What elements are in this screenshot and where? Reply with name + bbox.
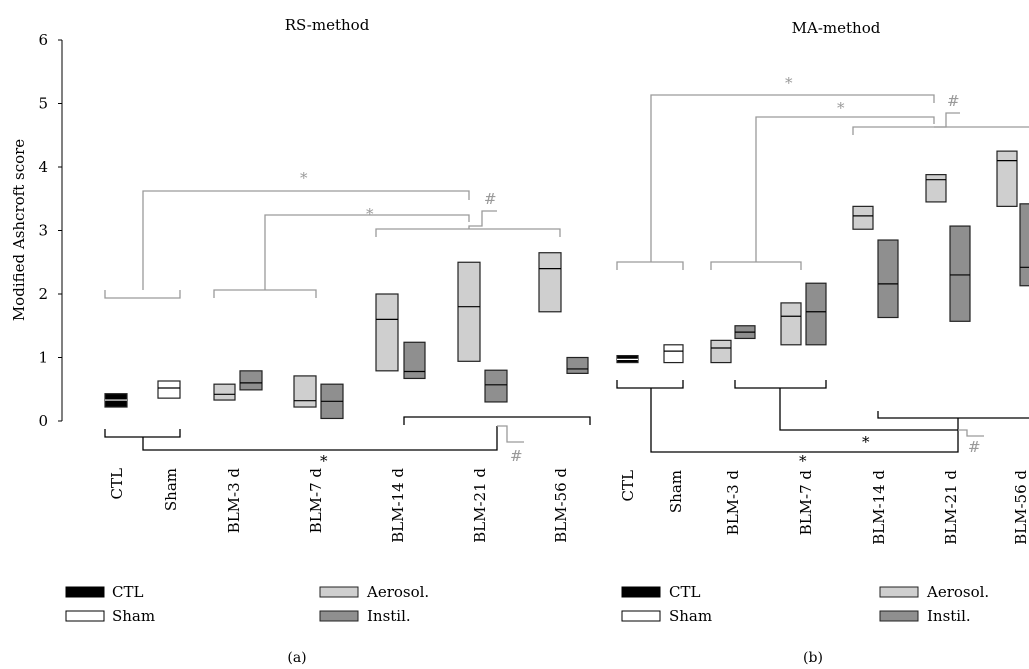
box-aerosol — [852, 205, 874, 230]
box-aerosol — [538, 252, 562, 313]
box-aerosol — [213, 383, 236, 401]
significance-hash: # — [484, 190, 497, 208]
significance-star: * — [862, 433, 870, 451]
legend-swatch-ctl — [65, 586, 105, 598]
significance-star: * — [837, 99, 845, 117]
significance-star: * — [785, 74, 793, 92]
category-label: BLM-3 d — [724, 470, 742, 536]
box-instil — [403, 341, 426, 380]
category-label: BLM-56 d — [1012, 470, 1029, 545]
legend-label-instil: Instil. — [367, 607, 411, 625]
legend-swatch-sham — [621, 610, 661, 622]
y-tick-label: 1 — [38, 349, 48, 367]
significance-brackets-b — [616, 94, 1029, 453]
legend-swatch-aerosol — [319, 586, 359, 598]
category-label: BLM-7 d — [797, 470, 815, 536]
box-instil — [1019, 203, 1029, 287]
box-sham — [157, 380, 181, 399]
significance-hash: # — [510, 447, 523, 465]
box-aerosol — [780, 302, 802, 346]
category-label: Sham — [667, 470, 685, 513]
category-label: BLM-3 d — [225, 468, 243, 534]
category-label: BLM-14 d — [389, 468, 407, 543]
legend-label-instil: Instil. — [927, 607, 971, 625]
box-aerosol — [293, 375, 317, 408]
category-label: BLM-56 d — [552, 468, 570, 543]
category-label: Sham — [162, 468, 180, 511]
box-aerosol — [375, 293, 399, 372]
y-tick-label: 4 — [38, 158, 48, 176]
legend-label-sham: Sham — [112, 607, 155, 625]
box-instil — [805, 282, 827, 346]
panel-a-title: RS-method — [285, 16, 370, 34]
legend-label-aerosol: Aerosol. — [366, 583, 429, 601]
panel-a: RS-method Modified Ashcroft score 0 1 2 3 4 5… — [10, 16, 591, 666]
legend-swatch-instil — [319, 610, 359, 622]
significance-hash: # — [947, 92, 960, 110]
panel-b: MA-method CTL Sham BLM-3 d BLM-7 d BLM-14 d B… — [616, 19, 1029, 666]
legend-swatch-instil — [879, 610, 919, 622]
category-label: BLM-14 d — [870, 470, 888, 545]
significance-star: * — [366, 205, 374, 223]
significance-star: * — [799, 452, 807, 470]
panel-label-a: (a) — [287, 650, 306, 666]
significance-star: * — [320, 452, 328, 470]
box-series-b — [616, 150, 1029, 364]
category-label: CTL — [619, 470, 637, 501]
y-tick-label: 0 — [38, 412, 48, 430]
box-sham — [663, 344, 684, 364]
significance-hash: # — [968, 438, 981, 456]
panel-label-b: (b) — [803, 650, 823, 666]
legend-label-ctl: CTL — [112, 583, 143, 601]
box-instil — [239, 370, 263, 391]
significance-star: * — [300, 169, 308, 187]
y-axis-ticks: 0 1 2 3 4 5 6 — [38, 31, 62, 430]
y-tick-label: 3 — [38, 222, 48, 240]
box-series-a — [104, 252, 589, 420]
box-aerosol — [996, 150, 1018, 207]
box-instil — [949, 225, 971, 322]
category-label: CTL — [108, 468, 126, 499]
legend-label-ctl: CTL — [669, 583, 700, 601]
category-labels-b: CTL Sham BLM-3 d BLM-7 d BLM-14 d BLM-21 d BLM… — [619, 470, 1029, 545]
y-axis-label: Modified Ashcroft score — [10, 139, 28, 321]
box-aerosol — [710, 339, 732, 364]
legend-label-aerosol: Aerosol. — [926, 583, 989, 601]
legend-label-sham: Sham — [669, 607, 712, 625]
y-tick-label: 5 — [38, 95, 48, 113]
y-tick-label: 6 — [38, 31, 48, 49]
box-instil — [877, 239, 899, 319]
box-aerosol — [457, 261, 481, 362]
panel-b-title: MA-method — [792, 19, 881, 37]
legend-swatch-aerosol — [879, 586, 919, 598]
category-labels-a: CTL Sham BLM-3 d BLM-7 d BLM-14 d BLM-21 d BLM… — [108, 468, 570, 543]
y-tick-label: 2 — [38, 285, 48, 303]
significance-brackets-a — [104, 190, 591, 451]
category-label: BLM-7 d — [307, 468, 325, 534]
category-label: BLM-21 d — [471, 468, 489, 543]
box-instil — [484, 369, 508, 403]
box-aerosol — [925, 174, 947, 203]
legend-swatch-ctl — [621, 586, 661, 598]
box-instil — [566, 356, 589, 374]
legend-swatch-sham — [65, 610, 105, 622]
category-label: BLM-21 d — [942, 470, 960, 545]
